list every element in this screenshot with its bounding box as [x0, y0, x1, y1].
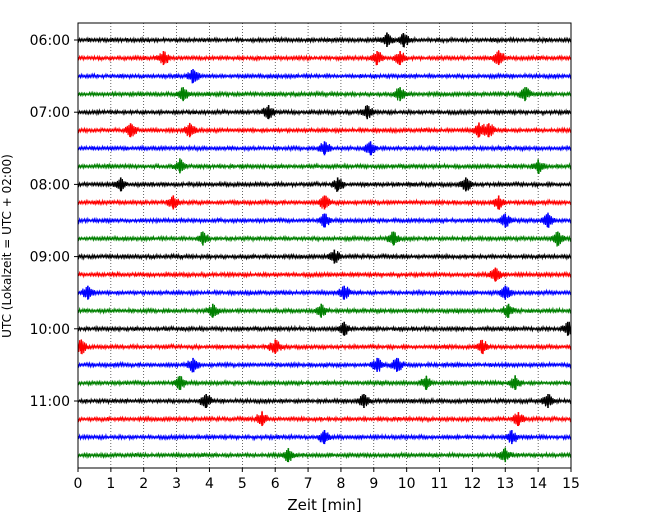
plot-frame: [77, 22, 572, 469]
x-tick-label: 15: [562, 476, 580, 492]
x-tick-label: 0: [74, 476, 83, 492]
x-tick-label: 13: [496, 476, 514, 492]
seismic-trace: [77, 122, 572, 138]
y-tick-label: 11:00: [30, 394, 70, 410]
seismic-trace: [77, 358, 572, 373]
x-tick-label: 10: [398, 476, 416, 492]
seismic-trace: [77, 231, 572, 247]
trace-lines: [77, 32, 572, 463]
x-tick-label: 1: [106, 476, 115, 492]
y-tick-label: 09:00: [30, 250, 70, 266]
x-axis-title: Zeit [min]: [287, 496, 361, 514]
seismic-trace: [77, 70, 572, 84]
seismic-trace: [77, 32, 572, 48]
seismic-trace: [77, 429, 572, 444]
seismic-trace: [77, 447, 572, 462]
y-tick-label: 08:00: [30, 177, 70, 193]
seismic-trace: [77, 267, 572, 282]
seismic-trace: [77, 410, 572, 427]
seismic-trace: [77, 50, 572, 66]
y-tick-label: 10:00: [30, 322, 70, 338]
y-axis-title: UTC (Lokalzeit = UTC + 02:00): [0, 154, 14, 338]
seismic-trace: [77, 158, 572, 175]
grid-lines: [110, 23, 539, 468]
x-tick-label: 12: [463, 476, 481, 492]
x-tick-label: 9: [369, 476, 378, 492]
x-tick-label: 6: [271, 476, 280, 492]
y-axis: 06:00 07:00 08:00 09:00 10:00 11:00: [30, 33, 78, 410]
seismic-trace: [77, 339, 572, 355]
seismic-trace: [77, 87, 572, 101]
x-tick-label: 5: [238, 476, 247, 492]
seismic-trace: [77, 321, 572, 336]
seismic-trace: [77, 105, 572, 119]
seismic-trace: [77, 303, 572, 318]
seismic-trace: [77, 250, 572, 263]
seismic-trace: [77, 375, 572, 390]
x-tick-label: 14: [529, 476, 547, 492]
y-tick-label: 07:00: [30, 105, 70, 121]
x-tick-label: 3: [172, 476, 181, 492]
seismic-trace: [77, 285, 572, 300]
x-tick-label: 8: [336, 476, 345, 492]
y-tick-label: 06:00: [30, 33, 70, 49]
seismic-trace: [77, 178, 572, 193]
x-tick-label: 4: [205, 476, 214, 492]
x-axis: 0 1 2 3 4 5 6 7 8 9 10 11 12 13 14 15: [74, 468, 580, 492]
x-tick-label: 7: [304, 476, 313, 492]
seismic-trace: [77, 394, 572, 408]
x-tick-label: 2: [139, 476, 148, 492]
x-tick-label: 11: [431, 476, 449, 492]
